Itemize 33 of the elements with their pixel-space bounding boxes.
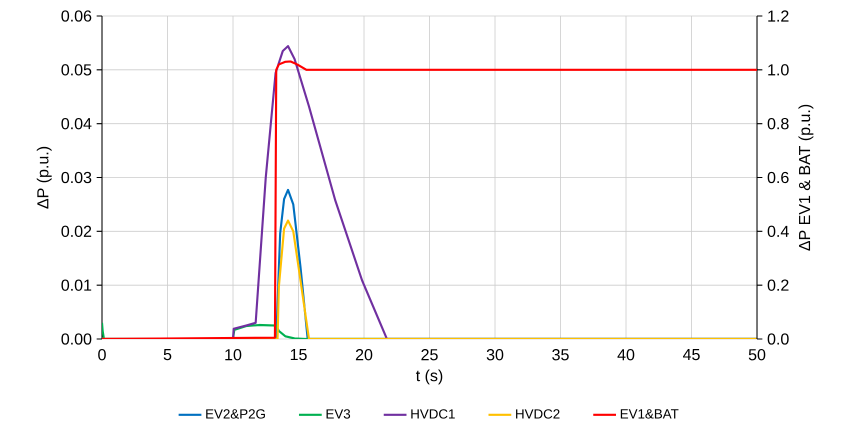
- y-tick-label: 0.02: [61, 226, 92, 237]
- y2-tick-label: 0.6: [768, 172, 789, 184]
- y-tick-label: 0.04: [61, 118, 92, 130]
- legend-label: EV3: [326, 409, 350, 419]
- y-tick-label: 0.03: [61, 172, 92, 184]
- x-tick-label: 20: [356, 349, 372, 360]
- x-tick-label: 15: [290, 349, 307, 360]
- x-tick-label: 0: [98, 349, 106, 360]
- y-tick-label: 0.01: [61, 280, 92, 291]
- y-tick-label: 0.06: [61, 10, 92, 22]
- y2-tick-label: 1.2: [768, 10, 788, 22]
- y-axis-title: ΔP (p.u.): [36, 146, 52, 209]
- x-tick-label: 50: [748, 349, 766, 360]
- y2-tick-label: 0.4: [768, 226, 789, 237]
- x-tick-label: 25: [421, 349, 438, 360]
- x-tick-label: 30: [486, 349, 504, 360]
- y2-axis-title: ΔP EV1 & BAT (p.u.): [798, 104, 814, 251]
- y-tick-label: 0.00: [61, 333, 92, 345]
- x-tick-label: 45: [682, 349, 700, 360]
- x-axis-title: t (s): [416, 370, 442, 384]
- x-tick-label: 5: [164, 349, 172, 360]
- legend-label: EV1&BAT: [620, 409, 678, 419]
- y2-tick-label: 1.0: [768, 64, 789, 76]
- y2-tick-label: 0.8: [768, 118, 789, 130]
- y2-tick-label: 0.2: [768, 280, 788, 291]
- x-tick-label: 10: [225, 349, 242, 360]
- legend-label: EV2&P2G: [206, 409, 265, 419]
- x-tick-label: 40: [617, 349, 634, 360]
- legend-label: HVDC2: [516, 409, 560, 419]
- legend-label: HVDC1: [411, 409, 455, 419]
- x-tick-label: 35: [552, 349, 569, 360]
- y-tick-label: 0.05: [61, 64, 92, 76]
- y2-tick-label: 0.0: [768, 333, 789, 345]
